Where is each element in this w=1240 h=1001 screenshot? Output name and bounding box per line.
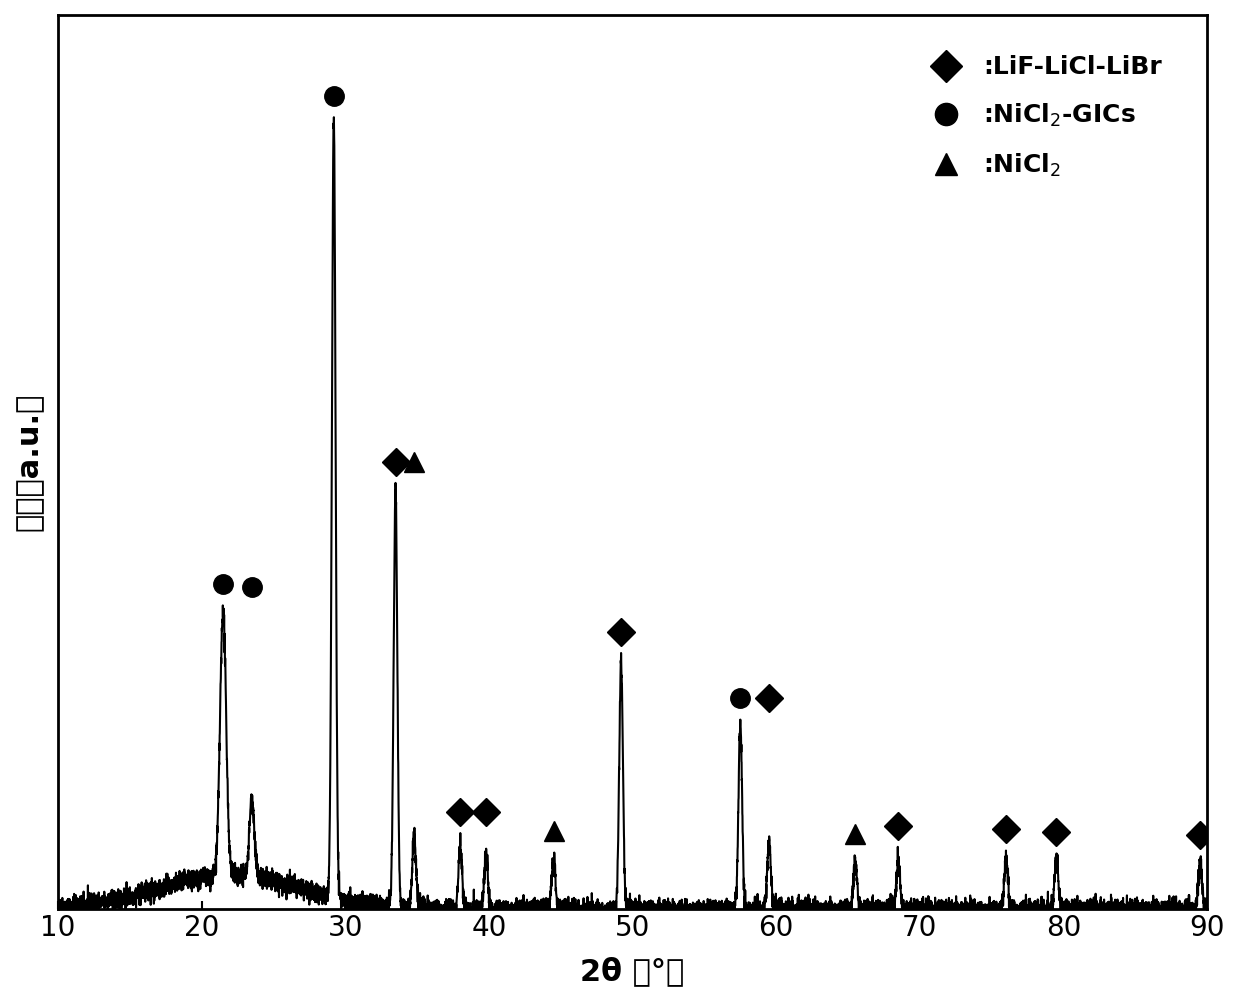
X-axis label: 2θ （°）: 2θ （°）	[580, 956, 684, 986]
Legend: :LiF-LiCl-LiBr, :NiCl$_2$-GICs, :NiCl$_2$: :LiF-LiCl-LiBr, :NiCl$_2$-GICs, :NiCl$_2…	[910, 45, 1172, 189]
Y-axis label: 强度（a.u.）: 强度（a.u.）	[15, 393, 43, 532]
